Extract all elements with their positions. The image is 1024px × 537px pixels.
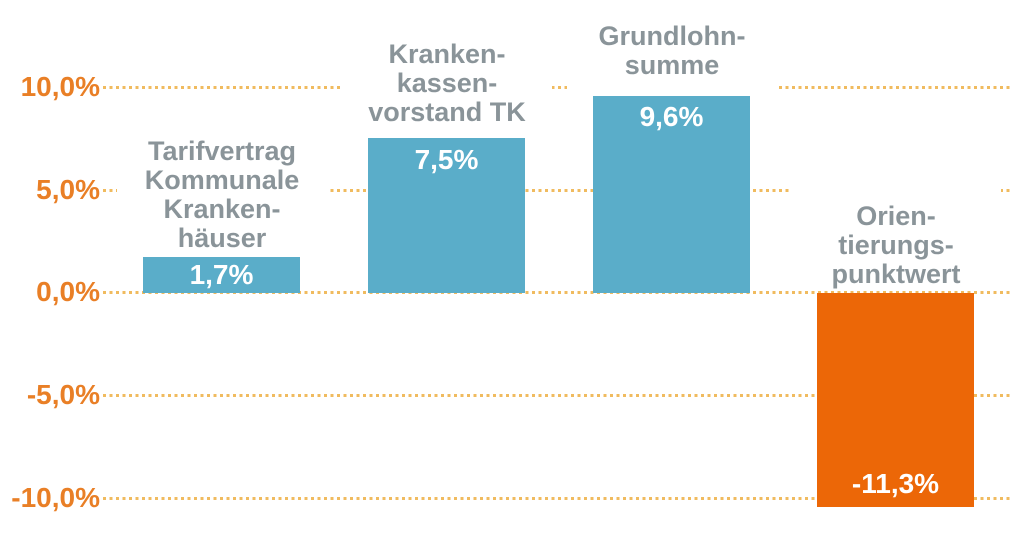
y-tick-plus-10: 10,0% [20, 71, 100, 102]
value-label-grundlohnsumme: 9,6% [639, 101, 704, 132]
category-label-tarifvertrag-kommunale-krankenhaeuser: Tarifvertrag Kommunale Kranken- häuser [117, 133, 327, 257]
y-tick-minus-5: -5,0% [26, 379, 100, 410]
y-tick-zero: 0,0% [36, 276, 100, 307]
y-tick-plus-5: 5,0% [36, 174, 100, 205]
value-label-orientierungspunktwert: -11,3% [851, 468, 940, 499]
bar-orientierungspunktwert: -11,3% [817, 293, 974, 507]
bar-grundlohnsumme: 9,6% [593, 95, 750, 293]
y-tick-minus-10: -10,0% [11, 482, 100, 513]
gridline-minus-5pct [103, 394, 1010, 397]
category-label-orientierungspunktwert: Orien- tierungs- punktwert [791, 186, 1001, 291]
category-label-grundlohnsumme: Grundlohn- summe [567, 18, 777, 96]
gridline-zero [103, 291, 1010, 294]
gridline-plus-10pct [103, 86, 1010, 89]
value-label-krankenkassenvorstand: 7,5% [414, 144, 479, 175]
value-label-tarifvertrag: 1,7% [189, 259, 254, 290]
gridline-minus-10pct [103, 497, 1010, 500]
bar-tarifvertrag-kommunale-krankenhaeuser: 1,7% [143, 257, 300, 293]
category-label-krankenkassenvorstand-tk: Kranken- kassen- vorstand TK [342, 36, 552, 131]
bar-krankenkassenvorstand-tk: 7,5% [368, 138, 525, 293]
gridline-plus-5pct [103, 189, 1010, 192]
